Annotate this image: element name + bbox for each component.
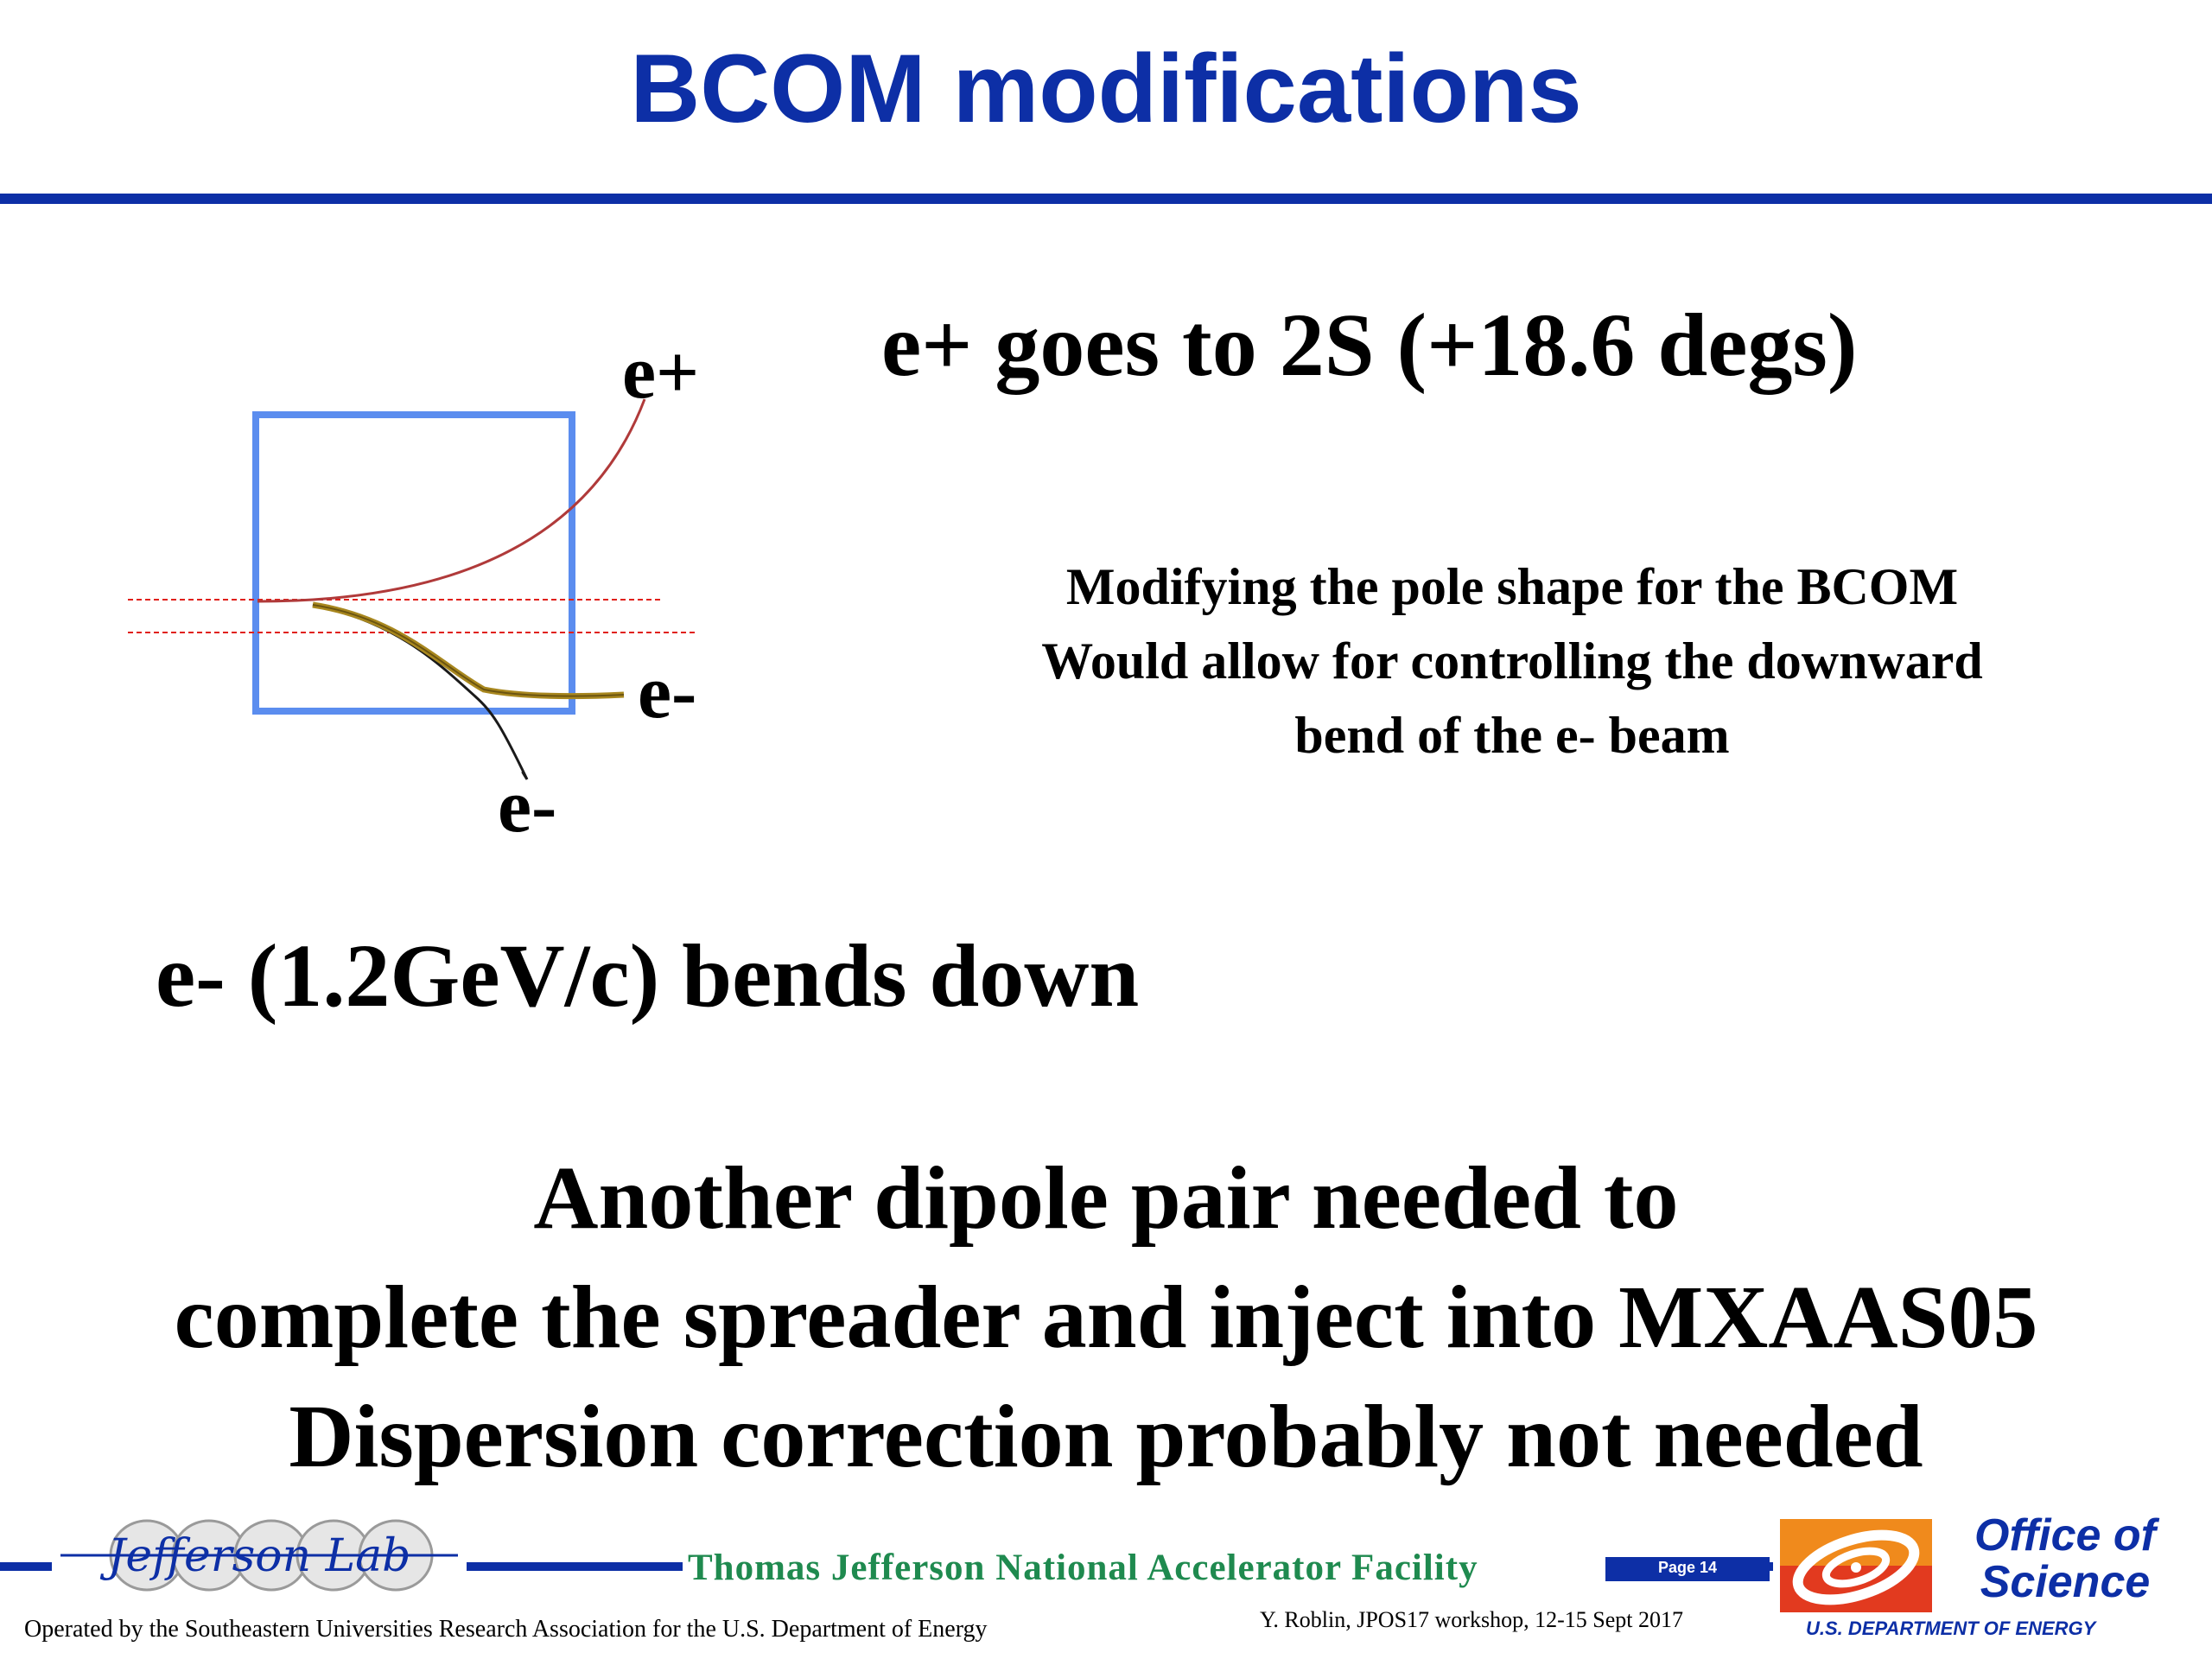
conclusion-block: Another dipole pair needed to complete t…: [0, 1139, 2212, 1497]
description-line: Modifying the pole shape for the BCOM: [1065, 558, 1959, 615]
modified-electron-label: e-: [638, 651, 696, 734]
description-line: Would allow for controlling the downward: [1041, 632, 1983, 690]
conclusion-line: Another dipole pair needed to: [533, 1148, 1679, 1248]
positron-track: [257, 398, 646, 603]
page-number: Page 14: [1657, 1559, 1718, 1576]
doe-wordmark: U.S. DEPARTMENT OF ENERGY: [1806, 1618, 2096, 1639]
facility-name: Thomas Jefferson National Accelerator Fa…: [688, 1548, 1478, 1588]
magnet-box: [252, 411, 575, 715]
electron-headline: e- (1.2GeV/c) bends down: [156, 926, 1140, 1026]
description-line: bend of the e- beam: [1294, 707, 1730, 764]
positron-label: e+: [622, 331, 699, 415]
bcom-diagram: e+ e- e-: [128, 331, 699, 849]
conclusion-line: complete the spreader and inject into MX…: [174, 1268, 2038, 1367]
electron-label: e-: [498, 765, 556, 849]
title-divider: [0, 194, 2212, 204]
doe-science-logo: [1773, 1514, 1937, 1616]
office-line: Office of: [1974, 1510, 2156, 1560]
slide-title: BCOM modifications: [630, 35, 1582, 143]
science-line: Science: [1980, 1557, 2151, 1607]
office-of-science-box: [1934, 1514, 2212, 1607]
conclusion-line: Dispersion correction probably not neede…: [289, 1387, 1923, 1486]
pole-shape-description: Modifying the pole shape for the BCOM Wo…: [899, 550, 2126, 772]
modified-electron-track-edge: [312, 604, 625, 697]
positron-headline: e+ goes to 2S (+18.6 degs): [881, 296, 1858, 395]
modified-electron-track: [312, 601, 625, 700]
jefferson-lab-logo: Jefferson Lab: [52, 1510, 467, 1597]
jefferson-lab-wordmark: Jefferson Lab: [100, 1530, 411, 1582]
page-number-box: [1605, 1557, 1770, 1581]
author-credit: Y. Roblin, JPOS17 workshop, 12-15 Sept 2…: [1260, 1607, 1683, 1632]
facility-box: [683, 1543, 1607, 1592]
office-of-science-wordmark: Office of Science: [1936, 1512, 2195, 1605]
operated-by-text: Operated by the Southeastern Universitie…: [24, 1616, 988, 1643]
